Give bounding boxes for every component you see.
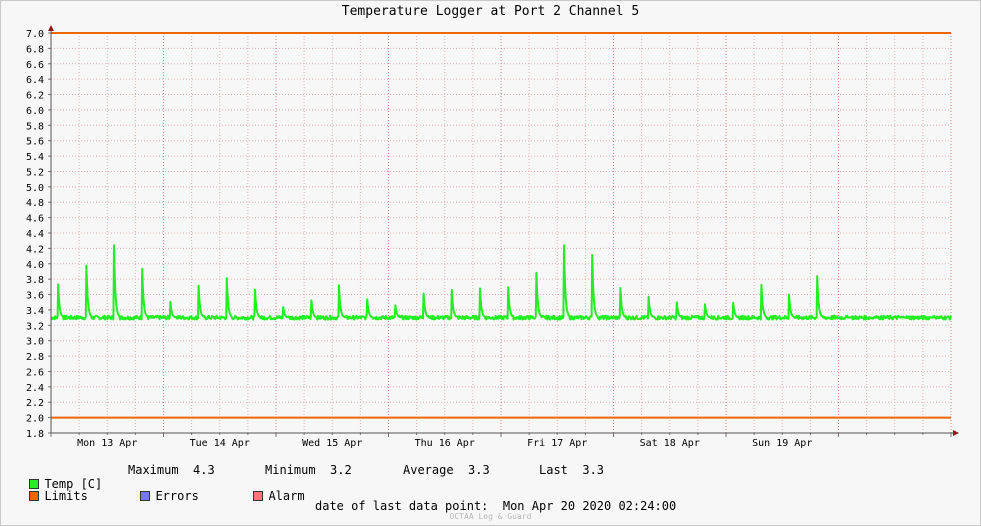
- y-tick-label: 3.6: [26, 291, 44, 302]
- legend-temp: Temp [C]: [15, 463, 102, 491]
- x-axis-arrow: [953, 430, 959, 436]
- y-tick-label: 5.4: [26, 152, 44, 163]
- legend-errors: Errors: [126, 475, 199, 503]
- y-tick-label: 5.2: [26, 167, 44, 178]
- last-value: 3.3: [582, 463, 605, 477]
- x-tick-label: Wed 15 Apr: [302, 438, 362, 449]
- min-value: 3.2: [330, 463, 352, 477]
- y-tick-label: 6.4: [26, 75, 44, 86]
- y-tick-label: 4.2: [26, 244, 44, 255]
- y-tick-label: 7.0: [26, 29, 44, 40]
- legend-maximum: Maximum 4.3: [128, 463, 215, 477]
- last-data-point: date of last data point: Mon Apr 20 2020…: [315, 499, 676, 513]
- errors-swatch: [140, 491, 151, 501]
- y-tick-label: 2.2: [26, 398, 44, 409]
- axes: [48, 25, 959, 436]
- y-tick-label: 6.6: [26, 60, 44, 71]
- last-point-label: date of last data point:: [315, 499, 489, 513]
- y-tick-label: 6.2: [26, 91, 44, 102]
- y-tick-label: 4.0: [26, 260, 44, 271]
- x-axis-ticks: Mon 13 Apr Tue 14 Apr Wed 15 Apr Thu 16 Apr…: [50, 433, 952, 449]
- x-tick-label: Mon 13 Apr: [77, 438, 137, 449]
- legend-limits: Limits: [15, 475, 88, 503]
- legend-errors-label: Errors: [155, 489, 199, 503]
- temp-series-line: [50, 244, 952, 321]
- y-tick-label: 3.4: [26, 306, 44, 317]
- legend-last: Last 3.3: [539, 463, 604, 477]
- x-tick-label: Fri 17 Apr: [527, 438, 587, 449]
- avg-value: 3.3: [468, 463, 490, 477]
- y-tick-label: 2.0: [26, 414, 44, 425]
- series-layer: [50, 244, 952, 321]
- y-tick-label: 5.6: [26, 137, 44, 148]
- y-tick-label: 2.8: [26, 352, 44, 363]
- last-label: Last: [539, 463, 568, 477]
- chart-title: Temperature Logger at Port 2 Channel 5: [341, 4, 640, 19]
- x-tick-label: Tue 14 Apr: [190, 438, 250, 449]
- y-tick-label: 4.8: [26, 198, 44, 209]
- y-tick-label: 4.6: [26, 214, 44, 225]
- legend-alarm-label: Alarm: [268, 489, 305, 503]
- legend-average: Average 3.3: [403, 463, 490, 477]
- last-point-value: Mon Apr 20 2020 02:24:00: [502, 499, 677, 513]
- legend-alarm: Alarm: [239, 475, 305, 503]
- watermark: OCTAA Log & Guard: [449, 512, 532, 521]
- y-tick-label: 3.2: [26, 321, 44, 332]
- x-tick-label: Thu 16 Apr: [415, 438, 475, 449]
- y-tick-label: 2.6: [26, 367, 44, 378]
- grid: [50, 32, 952, 434]
- x-tick-label: Sat 18 Apr: [640, 438, 700, 449]
- y-tick-label: 6.0: [26, 106, 44, 117]
- alarm-swatch: [253, 491, 264, 501]
- y-tick-label: 1.8: [26, 429, 44, 440]
- avg-label: Average: [403, 463, 454, 477]
- y-axis-arrow: [48, 25, 54, 31]
- y-tick-label: 5.0: [26, 183, 44, 194]
- legend-minimum: Minimum 3.2: [265, 463, 352, 477]
- y-tick-label: 4.4: [26, 229, 44, 240]
- temp-swatch: [29, 479, 40, 489]
- y-axis-ticks: 7.0 6.8 6.6 6.4 6.2 6.0 5.8 5.6 5.4 5.2 5.0 4.8 4.6 4…: [26, 29, 51, 440]
- max-value: 4.3: [193, 463, 215, 477]
- legend-temp-label: Temp [C]: [44, 477, 103, 491]
- min-label: Minimum: [265, 463, 316, 477]
- y-tick-label: 3.0: [26, 337, 44, 348]
- y-tick-label: 6.8: [26, 44, 44, 55]
- limit-lines: [51, 32, 951, 419]
- x-tick-label: Sun 19 Apr: [752, 438, 812, 449]
- max-label: Maximum: [128, 463, 179, 477]
- limits-swatch: [29, 491, 40, 501]
- y-tick-label: 5.8: [26, 121, 44, 132]
- y-tick-label: 2.4: [26, 383, 44, 394]
- legend-limits-label: Limits: [44, 489, 88, 503]
- y-tick-label: 3.8: [26, 275, 44, 286]
